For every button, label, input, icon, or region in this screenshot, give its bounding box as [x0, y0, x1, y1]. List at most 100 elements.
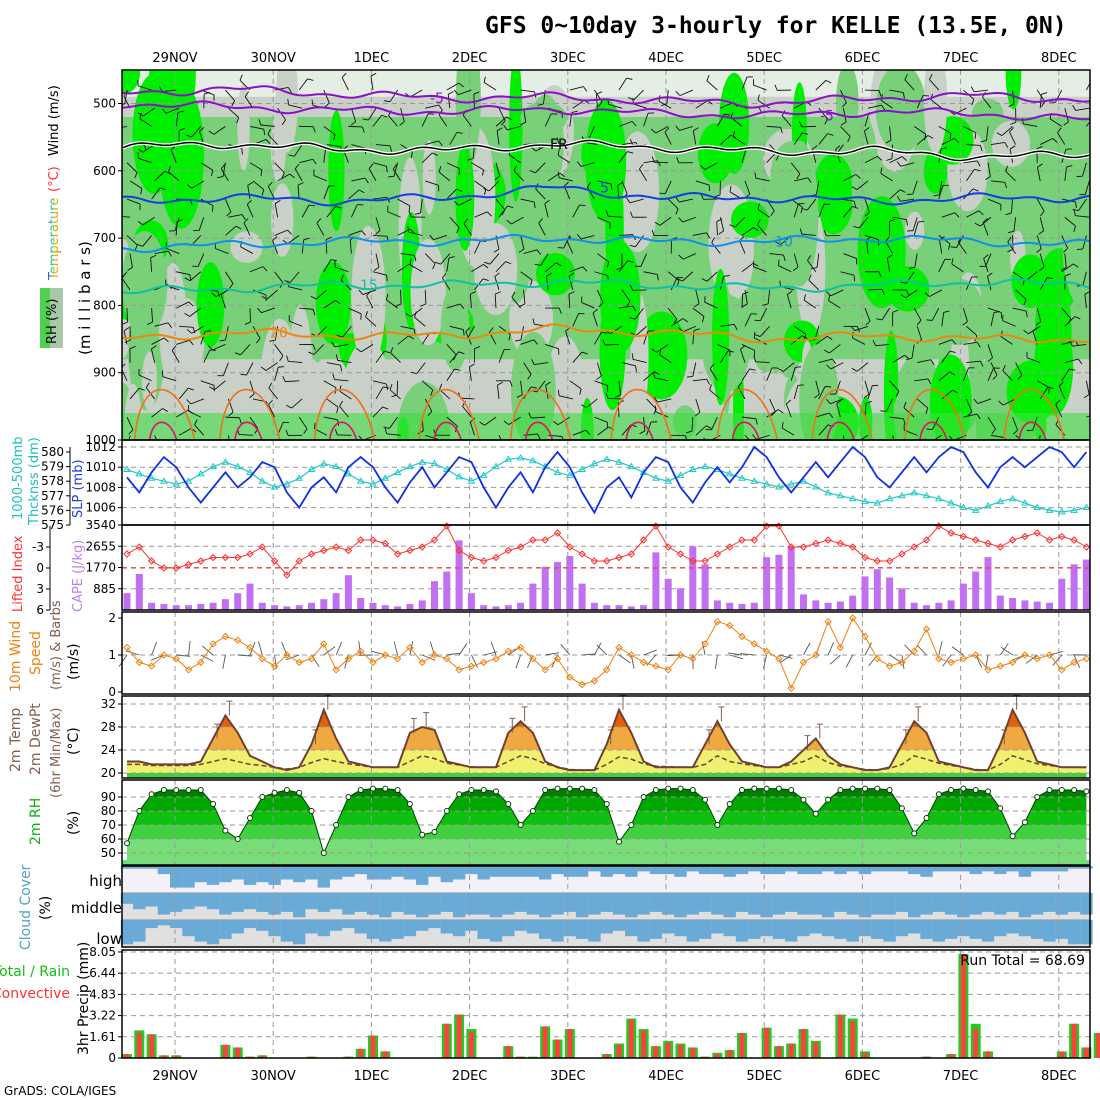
- wind-barb: [375, 217, 381, 231]
- wind-barb-flag: [851, 367, 858, 372]
- wind-barb-flag: [610, 183, 613, 190]
- thickness-point: [738, 474, 746, 481]
- wind-barb-flag: [947, 243, 951, 250]
- lifted-index-point: [1033, 529, 1041, 537]
- wind-speed-point: [1082, 654, 1091, 663]
- day-label-bottom: 2DEC: [452, 1069, 488, 1084]
- wind-barb: [987, 276, 992, 291]
- cape-bar: [1046, 602, 1053, 610]
- wind-barb: [249, 162, 263, 171]
- thickness-point: [824, 488, 832, 496]
- wind-barb: [842, 435, 845, 440]
- wind-barb-flag: [325, 236, 332, 241]
- cloud-bar: [391, 920, 404, 939]
- cloud-bar: [280, 866, 294, 880]
- cloud-bar: [231, 920, 244, 934]
- cloud-bar: [674, 866, 687, 877]
- wind-barb: [643, 160, 658, 164]
- cape-bar: [406, 603, 414, 610]
- cloud-bar: [133, 893, 146, 910]
- wind-barb-flag: [287, 87, 292, 93]
- wind-barb: [386, 433, 401, 436]
- wind-barb-flag: [246, 199, 252, 205]
- wind-barb-flag: [559, 172, 566, 178]
- wind-barb-flag: [758, 106, 762, 113]
- surface-wind-barb: [393, 641, 399, 656]
- cloud-bar: [551, 893, 564, 915]
- wind-barb: [421, 152, 433, 164]
- lifted-index-point: [787, 543, 795, 551]
- wind-barb: [657, 398, 672, 403]
- wind-barb: [372, 196, 387, 200]
- wind-barb: [446, 82, 460, 91]
- cloud-bar: [317, 866, 330, 888]
- wind-barb: [191, 325, 205, 334]
- cloud-bar: [206, 920, 220, 945]
- wind-barb-flag: [546, 272, 552, 277]
- cape-bar: [861, 576, 869, 610]
- wind-barb-flag: [506, 219, 512, 225]
- wind-barb-flag: [289, 173, 295, 179]
- slp-title: SLP (mb): [71, 459, 86, 518]
- wind-barb-flag: [980, 139, 987, 143]
- thickness-point: [307, 465, 316, 473]
- wind-barb: [938, 339, 953, 345]
- cloud-bar: [649, 866, 663, 875]
- temp-unit: (°C): [66, 727, 82, 755]
- precip-convective-bar: [960, 953, 966, 1058]
- cloud-bar: [133, 866, 146, 869]
- wind-speed-point: [504, 647, 513, 656]
- wind-speed-point: [393, 654, 402, 663]
- day-label-bottom: 29NOV: [152, 1069, 197, 1084]
- wind-barb: [977, 398, 992, 404]
- cape-bar: [1082, 559, 1090, 610]
- wind-barb: [388, 416, 398, 429]
- pressure-tick-label: 900: [93, 366, 116, 380]
- wind-barb-flag: [949, 371, 956, 376]
- wind-barb: [138, 85, 152, 91]
- wind-barb-flag: [188, 301, 194, 307]
- wind-barb-flag: [635, 365, 637, 372]
- wind-barb: [446, 162, 460, 170]
- cloud-bar: [354, 866, 367, 875]
- wind-barb-flag: [976, 341, 981, 348]
- cape-tick-label: 1770: [85, 561, 116, 575]
- wind-barb: [246, 362, 254, 376]
- wind-barb: [900, 198, 915, 202]
- wind-barb-flag: [908, 266, 915, 269]
- wind-barb-flag: [694, 411, 701, 417]
- wind-barb: [866, 239, 869, 254]
- wind-barb: [313, 344, 325, 355]
- cloud-bar: [797, 893, 810, 915]
- wind-barb: [498, 205, 508, 218]
- wind-barb: [706, 80, 718, 91]
- wind-barb-flag: [1036, 146, 1043, 150]
- rh-point: [812, 810, 819, 817]
- wind-barb: [1072, 343, 1087, 347]
- wind-barb-flag: [675, 125, 680, 131]
- cloud-bar: [649, 893, 663, 912]
- wind-speed-point: [701, 640, 709, 648]
- wind-speed-point: [356, 647, 365, 656]
- wind-barb-flag: [336, 334, 343, 338]
- wind-barb: [987, 198, 1002, 205]
- cloud-bar: [575, 893, 589, 918]
- wind-barb: [781, 427, 795, 436]
- wind-barb: [188, 410, 201, 418]
- wind-speed-point: [566, 673, 574, 681]
- wind-barb: [462, 406, 472, 418]
- wind-barb-flag: [244, 321, 251, 325]
- thickness-point: [590, 459, 599, 467]
- wind-barb: [268, 387, 278, 400]
- wind-barb-flag: [792, 266, 799, 272]
- wind-barb: [139, 118, 152, 127]
- cape-bar: [271, 605, 279, 610]
- rh-contour-blob: [770, 141, 812, 211]
- wind-speed-point: [725, 621, 734, 630]
- precip-convective-bar: [456, 1014, 462, 1058]
- rh-contour-blob: [474, 223, 518, 316]
- cloud-bar: [391, 866, 404, 877]
- wind-barb: [473, 240, 481, 254]
- cloud-bar: [575, 920, 589, 939]
